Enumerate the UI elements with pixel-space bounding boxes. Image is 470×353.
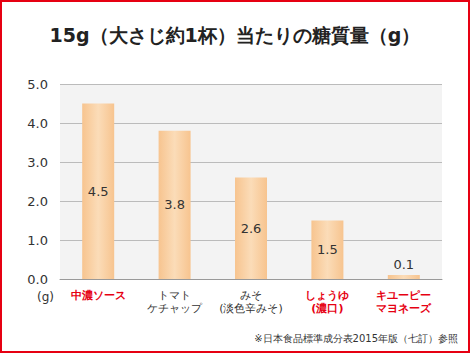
svg-text:(淡色辛みそ): (淡色辛みそ) — [219, 302, 283, 315]
svg-text:2.0: 2.0 — [27, 194, 48, 209]
svg-text:(g): (g) — [37, 290, 54, 304]
svg-text:みそ: みそ — [240, 289, 262, 302]
svg-text:(濃口): (濃口) — [311, 302, 343, 315]
svg-text:しょうゆ: しょうゆ — [305, 289, 349, 302]
svg-text:ケチャップ: ケチャップ — [147, 302, 203, 315]
svg-text:1.5: 1.5 — [317, 242, 338, 257]
svg-text:4.5: 4.5 — [88, 184, 109, 199]
svg-text:3.8: 3.8 — [164, 197, 185, 212]
svg-text:0.1: 0.1 — [393, 257, 414, 272]
svg-text:1.0: 1.0 — [27, 233, 48, 248]
svg-text:3.0: 3.0 — [27, 155, 48, 170]
svg-text:※日本食品標準成分表2015年版（七訂）参照: ※日本食品標準成分表2015年版（七訂）参照 — [254, 333, 458, 344]
svg-text:5.0: 5.0 — [27, 77, 48, 92]
svg-text:2.6: 2.6 — [241, 221, 262, 236]
svg-text:マヨネーズ: マヨネーズ — [376, 302, 432, 315]
svg-text:中濃ソース: 中濃ソース — [71, 289, 126, 302]
svg-text:0.0: 0.0 — [27, 272, 48, 287]
svg-text:15g（大さじ約1杯）当たりの糖質量（g）: 15g（大さじ約1杯）当たりの糖質量（g） — [50, 24, 421, 46]
svg-text:トマト: トマト — [158, 289, 191, 302]
svg-text:キユーピー: キユーピー — [376, 289, 431, 302]
svg-text:4.0: 4.0 — [27, 116, 48, 131]
